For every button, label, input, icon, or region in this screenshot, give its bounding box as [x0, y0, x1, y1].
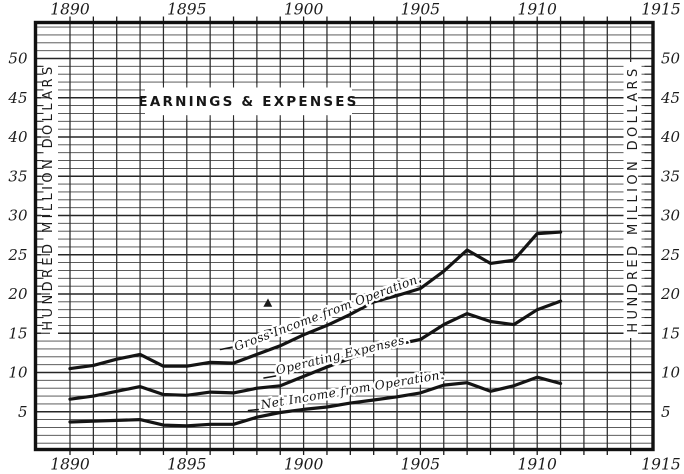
title-panel: [145, 83, 352, 120]
left-axis-title-panel: [41, 60, 58, 336]
y-tick-label-left: 45: [7, 89, 27, 107]
y-tick-label-left: 25: [7, 246, 27, 264]
x-tick-label-top: 1910: [517, 1, 557, 19]
arrow-mark-shaft: [255, 330, 269, 340]
y-tick-label-right: 50: [661, 50, 681, 68]
y-tick-label-right: 30: [661, 207, 681, 225]
x-tick-label-bottom: 1900: [284, 456, 324, 474]
ink-marks: [219, 298, 277, 412]
opex-label-leader-dash: [263, 375, 277, 379]
series-line-1: [68, 299, 563, 401]
y-tick-label-left: 20: [7, 285, 28, 303]
print-speck: [263, 298, 273, 307]
blank-panels: [41, 60, 642, 338]
y-tick-label-right: 25: [660, 246, 680, 264]
x-tick-label-top: 1915: [641, 1, 680, 19]
y-tick-label-right: 45: [660, 89, 680, 107]
right-axis-title-panel: [623, 62, 642, 338]
y-tick-label-left: 30: [8, 207, 28, 225]
x-tick-label-top: 1905: [401, 1, 440, 19]
x-tick-label-bottom: 1905: [401, 456, 440, 474]
y-axis-title-left: HUNDRED MILLION DOLLARS: [41, 63, 56, 330]
y-tick-label-right: 20: [660, 285, 681, 303]
x-tick-label-top: 1900: [284, 1, 324, 19]
arrow-mark-head-icon: [263, 328, 273, 335]
y-tick-label-right: 40: [660, 128, 681, 146]
gross-label-leader-dash: [219, 346, 234, 351]
y-tick-label-right: 10: [661, 364, 681, 382]
y-tick-label-right: 5: [661, 403, 671, 421]
x-tick-label-bottom: 1890: [50, 456, 90, 474]
y-tick-label-left: 5: [18, 403, 28, 421]
y-tick-label-left: 15: [8, 324, 27, 342]
axis-tick-labels: 5 5 10 10 15 15 20 20 25 25 30 30 35 35 40 40 45 45 50 50 18…: [7, 1, 680, 474]
series-line-2: [68, 375, 563, 428]
y-tick-label-left: 40: [7, 128, 28, 146]
y-tick-label-right: 35: [661, 167, 680, 185]
y-axis-title-right: HUNDRED MILLION DOLLARS: [626, 65, 641, 332]
plot-frame: [33, 20, 655, 452]
y-tick-label-left: 10: [8, 364, 28, 382]
chart-title: EARNINGS & EXPENSES: [138, 94, 358, 110]
y-tick-label-left: 50: [8, 50, 28, 68]
y-tick-label-right: 15: [661, 324, 680, 342]
series-lines: [68, 230, 563, 428]
y-tick-label-left: 35: [8, 167, 27, 185]
x-tick-label-bottom: 1915: [641, 456, 680, 474]
x-tick-label-top: 1895: [167, 1, 206, 19]
x-tick-label-top: 1890: [50, 1, 90, 19]
series-line-0: [68, 230, 563, 371]
net-label-leader-dash: [247, 408, 260, 412]
axis-tick-stubs: [36, 16, 652, 455]
x-tick-label-bottom: 1895: [167, 456, 206, 474]
x-tick-label-bottom: 1910: [517, 456, 557, 474]
